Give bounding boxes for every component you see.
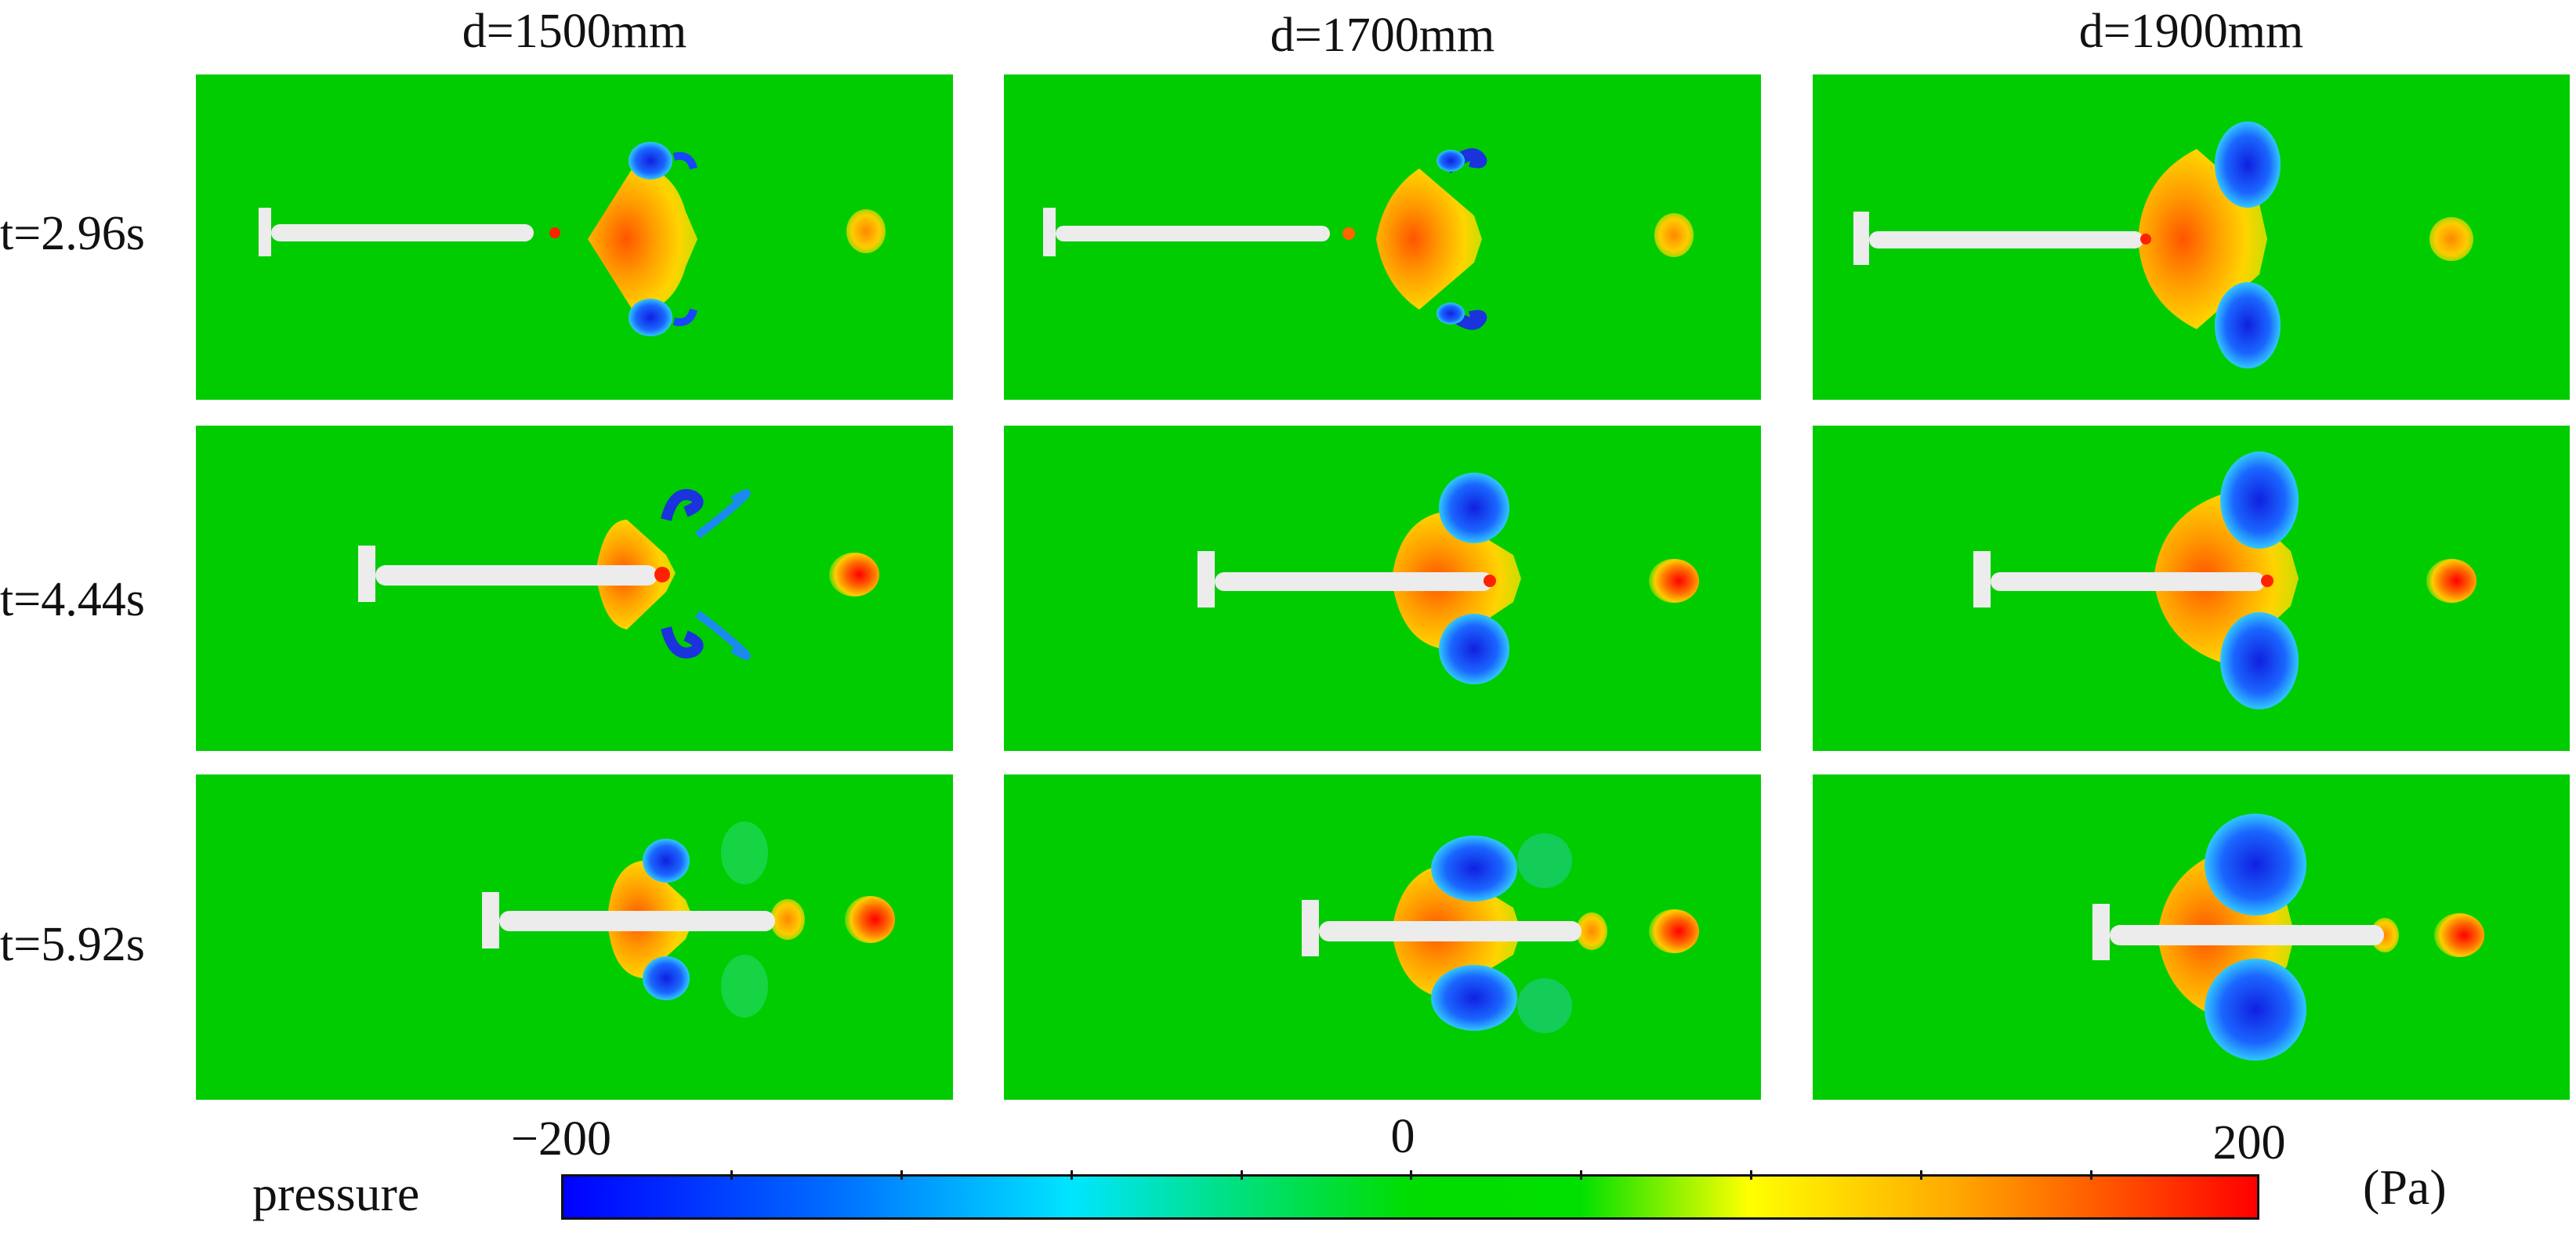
colorbar-tick-min: −200: [511, 1112, 611, 1166]
colorbar-minor-tick: [1071, 1170, 1073, 1180]
panel-d1700-t296: [1004, 74, 1761, 400]
column-label-d1900: d=1900mm: [2078, 5, 2304, 58]
colorbar-tick-mid: 0: [1390, 1110, 1415, 1163]
colorbar-minor-tick: [1241, 1170, 1243, 1180]
panel-d1900-t592: [1813, 774, 2570, 1100]
column-label-d1500: d=1500mm: [462, 5, 687, 58]
colorbar-minor-tick: [1920, 1170, 1922, 1180]
legend-title: pressure: [252, 1166, 420, 1221]
panel-d1700-t444: [1004, 426, 1761, 751]
column-label-d1700: d=1700mm: [1270, 9, 1495, 62]
pressure-colorbar: [561, 1170, 2259, 1220]
colorbar-gradient: [563, 1177, 2257, 1217]
colorbar-minor-tick: [1410, 1170, 1412, 1180]
row-label-t296: t=2.96s: [0, 207, 145, 260]
colorbar-minor-tick: [1750, 1170, 1752, 1180]
colorbar-minor-tick: [900, 1170, 903, 1180]
panel-d1900-t444: [1813, 426, 2570, 751]
colorbar-minor-tick: [730, 1170, 733, 1180]
colorbar-minor-tick: [2090, 1170, 2092, 1180]
panel-d1500-t296: [196, 74, 953, 400]
colorbar-minor-tick: [1580, 1170, 1582, 1180]
row-label-t592: t=5.92s: [0, 918, 145, 971]
panel-d1500-t592: [196, 774, 953, 1100]
legend-unit: (Pa): [2363, 1159, 2447, 1215]
colorbar-tick-max: 200: [2212, 1116, 2286, 1170]
panel-d1900-t296: [1813, 74, 2570, 400]
panel-d1700-t592: [1004, 774, 1761, 1100]
panel-d1500-t444: [196, 426, 953, 751]
row-label-t444: t=4.44s: [0, 573, 145, 626]
